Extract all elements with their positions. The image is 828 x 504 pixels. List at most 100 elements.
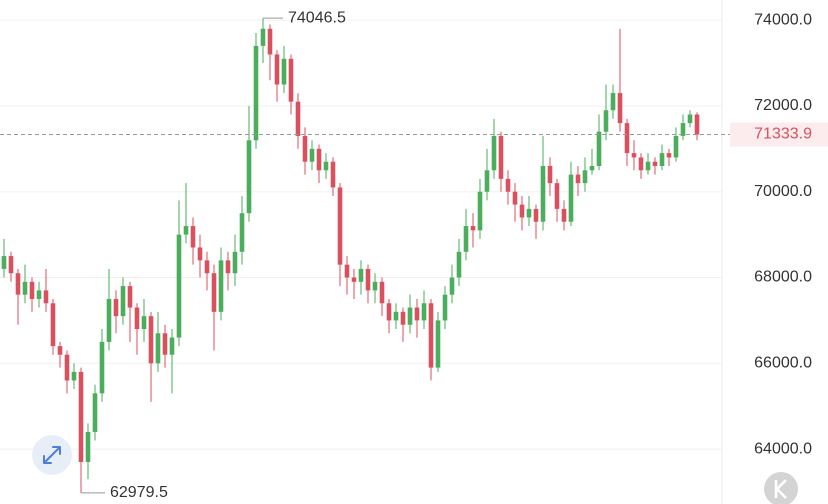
logo-bg[interactable] <box>764 472 798 504</box>
candle-body <box>267 28 273 55</box>
candle-body <box>190 226 196 248</box>
candle-body <box>540 165 546 222</box>
candle-body <box>351 277 357 282</box>
candle-body <box>15 273 21 295</box>
candle-body <box>183 226 189 235</box>
candle-body <box>57 346 63 355</box>
candle-body <box>652 161 658 166</box>
candle-body <box>442 294 448 321</box>
y-tick-label: 72000.0 <box>754 97 812 114</box>
candle-body <box>155 333 161 364</box>
candle-body <box>659 153 665 166</box>
candle-body <box>407 307 413 325</box>
candle-body <box>36 290 42 299</box>
candle-body <box>694 114 700 135</box>
candle-body <box>309 148 315 162</box>
candle-body <box>554 183 560 209</box>
y-tick-label: 70000.0 <box>754 183 812 200</box>
candle-body <box>561 208 567 222</box>
candle-body <box>624 123 630 154</box>
candle-body <box>1 256 7 269</box>
candle-body <box>253 45 259 141</box>
candle-body <box>316 148 322 171</box>
candle-body <box>274 54 280 85</box>
candle-body <box>85 431 91 462</box>
y-tick-label: 74000.0 <box>754 11 812 28</box>
y-tick-label: 68000.0 <box>754 269 812 286</box>
candle-body <box>281 58 287 85</box>
candle-body <box>162 333 168 355</box>
candle-body <box>512 191 518 205</box>
candle-body <box>687 114 693 124</box>
candle-body <box>358 268 364 282</box>
candle-body <box>547 165 553 184</box>
candle-body <box>603 110 609 132</box>
max-label: 74046.5 <box>288 9 346 26</box>
candle-body <box>526 208 532 218</box>
candle-body <box>575 174 581 184</box>
candle-body <box>372 281 378 291</box>
candle-body <box>337 187 343 265</box>
candle-body <box>43 290 49 304</box>
expand-icon[interactable] <box>43 446 61 464</box>
candle-body <box>148 316 154 364</box>
candle-body <box>533 208 539 222</box>
candle-body <box>638 157 644 171</box>
candle-body <box>92 393 98 432</box>
logo-icon[interactable] <box>774 479 787 499</box>
candle-body <box>113 298 119 317</box>
candle-body <box>610 93 616 111</box>
candle-body <box>491 135 497 171</box>
candle-body <box>197 247 203 261</box>
candle-body <box>519 204 525 218</box>
candle-body <box>99 341 105 394</box>
candle-body <box>302 135 308 162</box>
candle-body <box>295 101 301 136</box>
candle-body <box>421 303 427 321</box>
candle-body <box>141 316 147 329</box>
candle-body <box>29 281 35 299</box>
candle-body <box>617 93 623 124</box>
candle-body <box>477 191 483 231</box>
candle-body <box>218 260 224 312</box>
candle-body <box>120 286 126 317</box>
candle-body <box>456 251 462 278</box>
candle-body <box>470 226 476 231</box>
candle-body <box>666 153 672 158</box>
candle-body <box>631 153 637 158</box>
candle-body <box>169 337 175 355</box>
candle-body <box>260 28 266 46</box>
candle-body <box>463 226 469 252</box>
candle-body <box>330 161 336 188</box>
last-price-label: 71333.9 <box>754 126 812 143</box>
candle-body <box>435 320 441 368</box>
candle-body <box>428 303 434 368</box>
candle-body <box>400 311 406 325</box>
candle-body <box>673 135 679 158</box>
candle-body <box>106 298 112 342</box>
candle-body <box>568 174 574 222</box>
last-price-bg <box>730 122 828 147</box>
candle-body <box>379 281 385 304</box>
candle-body <box>582 170 588 184</box>
candle-body <box>225 260 231 274</box>
candle-body <box>484 170 490 192</box>
candle-body <box>414 307 420 321</box>
candle-body <box>505 178 511 192</box>
logo-button[interactable] <box>764 472 798 504</box>
expand-button[interactable] <box>32 435 72 475</box>
candle-body <box>22 281 28 295</box>
candle-body <box>449 277 455 295</box>
candle-body <box>232 251 238 274</box>
candle-body <box>498 135 504 179</box>
candle-body <box>134 307 140 329</box>
candle-body <box>211 273 217 312</box>
candle-body <box>246 140 252 214</box>
candle-body <box>71 371 77 381</box>
candle-body <box>365 268 371 291</box>
y-tick-label: 64000.0 <box>754 440 812 457</box>
candle-body <box>323 161 329 171</box>
candle-body <box>50 303 56 347</box>
candle-body <box>589 165 595 171</box>
